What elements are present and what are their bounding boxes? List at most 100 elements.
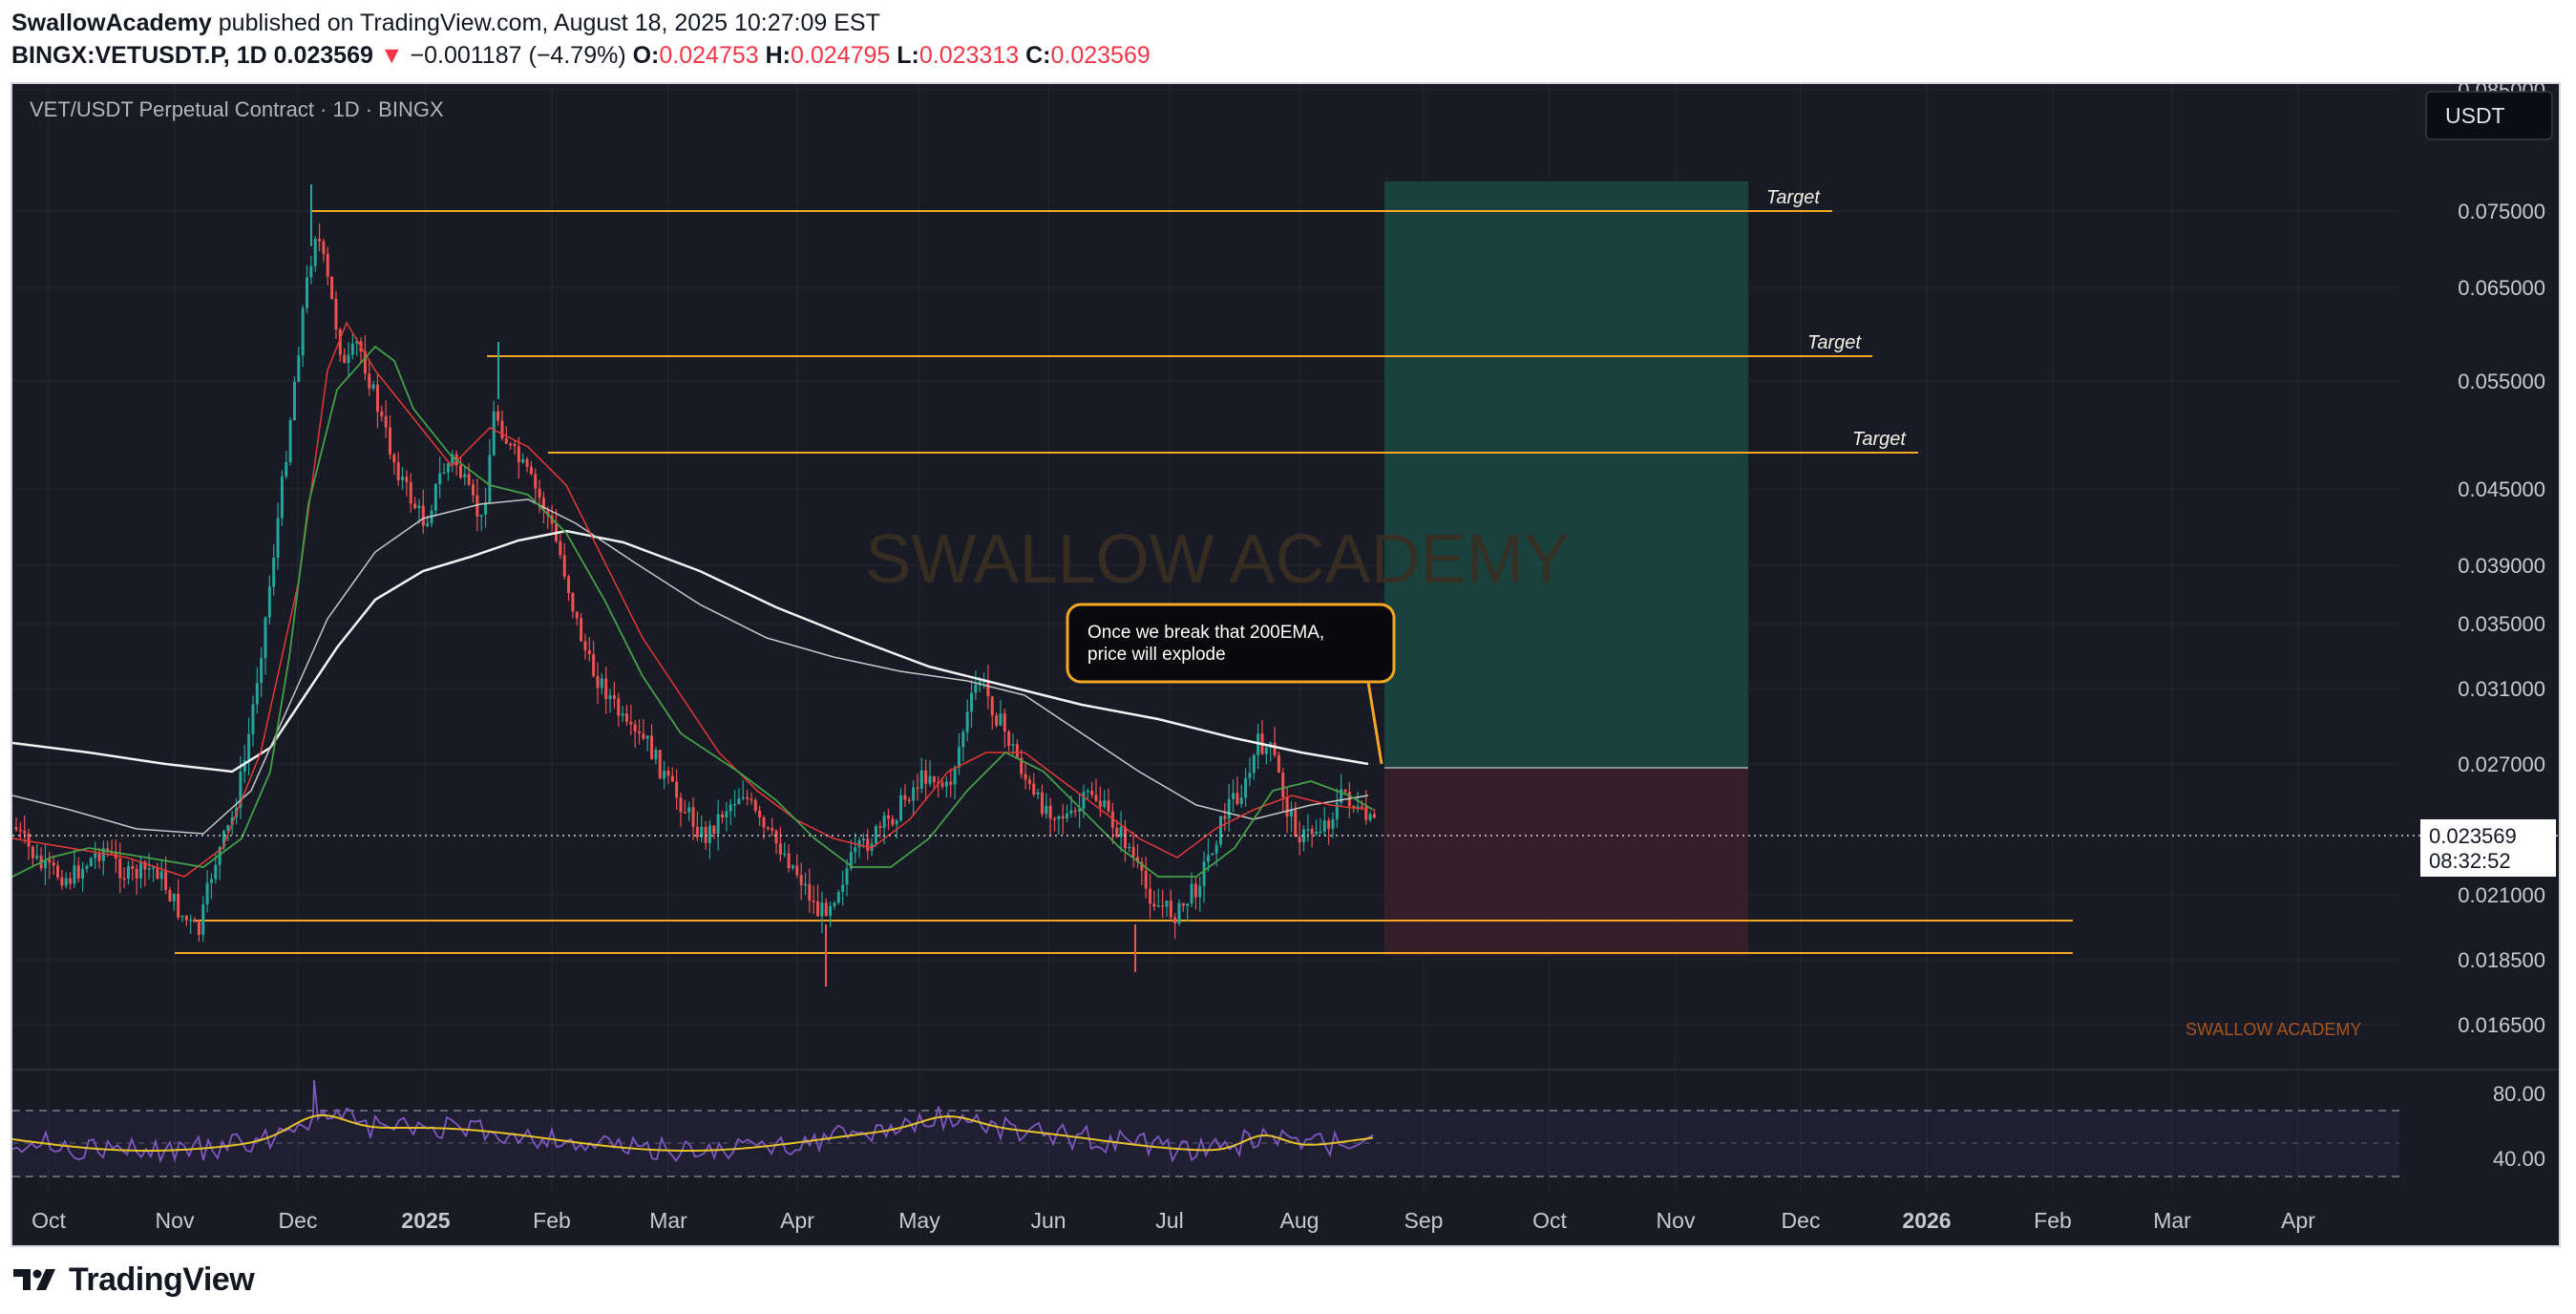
candle-body	[658, 750, 662, 779]
high-label: H:	[765, 42, 792, 69]
candle-body	[1340, 789, 1343, 803]
candle-body	[1206, 855, 1210, 862]
candle-body	[978, 681, 982, 685]
candle-body	[1319, 831, 1322, 834]
ema-50-line	[12, 345, 1374, 878]
candle-body	[152, 867, 156, 869]
price-tick-label: 0.031000	[2458, 677, 2545, 701]
candle-body	[330, 276, 334, 299]
candle-body	[517, 446, 520, 463]
time-axis[interactable]: Oct Nov Dec 2025 Feb Mar Apr May Jun Jul Aug Sep Oct…	[32, 1208, 2315, 1233]
candle-body	[1073, 810, 1077, 813]
candle-body	[1011, 744, 1015, 746]
candle-body	[596, 675, 600, 689]
candlestick-series	[14, 184, 1376, 986]
candle-body	[446, 463, 450, 473]
candle-body	[1069, 810, 1073, 814]
candle-body	[907, 799, 911, 801]
candle-body	[401, 477, 405, 480]
candle-body	[944, 781, 948, 787]
candle-body	[804, 883, 807, 886]
candle-body	[1285, 796, 1289, 817]
candle-body	[1082, 792, 1086, 809]
candle-body	[1090, 791, 1094, 795]
tradingview-footer[interactable]: TradingView	[11, 1259, 255, 1301]
candle-body	[849, 852, 853, 869]
candle-body	[35, 855, 39, 858]
candle-body	[916, 787, 919, 790]
candle-body	[762, 816, 766, 828]
candle-body	[854, 847, 857, 853]
rsi-axis[interactable]: 80.00 40.00	[2493, 1082, 2545, 1171]
candle-body	[147, 868, 151, 870]
candle-body	[1061, 816, 1065, 819]
candle-body	[787, 853, 791, 869]
time-tick-label: Apr	[2281, 1208, 2315, 1233]
candle-body	[1289, 810, 1293, 817]
candle-body	[101, 848, 105, 861]
candle-body	[592, 654, 596, 676]
candle-body	[222, 831, 225, 848]
candle-body	[1360, 806, 1363, 808]
candle-body	[654, 750, 658, 760]
candle-body	[1252, 754, 1256, 774]
candle-body	[492, 411, 496, 456]
candle-body	[617, 698, 621, 716]
candle-body	[1244, 777, 1248, 798]
candle-body	[1156, 905, 1160, 907]
candle-body	[1264, 747, 1268, 754]
candle-body	[18, 829, 22, 832]
candle-body	[272, 557, 276, 587]
candle-body	[621, 713, 624, 716]
candle-body	[753, 800, 757, 811]
candle-body	[1152, 903, 1156, 907]
candle-body	[953, 767, 957, 785]
candle-body	[135, 868, 138, 879]
candle-body	[895, 820, 898, 825]
chart-canvas[interactable]: SWALLOW ACADEMY Target Target Target Onc…	[12, 84, 2559, 1245]
candle-body	[534, 474, 538, 489]
candle-body	[608, 695, 612, 699]
candle-body	[687, 807, 691, 813]
time-tick-label: Oct	[32, 1208, 66, 1233]
candle-body	[1144, 870, 1148, 889]
candle-body	[301, 307, 305, 356]
candle-body	[932, 775, 936, 782]
candle-body	[389, 427, 391, 456]
candle-body	[778, 843, 782, 855]
last-price-badge: 0.023569 08:32:52	[2420, 819, 2556, 877]
time-tick-label: Dec	[1782, 1208, 1821, 1233]
chart-frame[interactable]: SWALLOW ACADEMY Target Target Target Onc…	[11, 82, 2561, 1247]
candle-body	[559, 540, 562, 556]
candle-body	[343, 354, 347, 364]
candle-body	[679, 797, 683, 813]
time-tick-label: Jul	[1155, 1208, 1183, 1233]
candle-body	[347, 354, 350, 364]
price-axis[interactable]: 0.0850000.0750000.0650000.0550000.045000…	[2458, 84, 2545, 1037]
price-tick-label: 0.055000	[2458, 370, 2545, 393]
published-text: published on TradingView.com, August 18,…	[218, 10, 880, 36]
rsi-tick-label: 80.00	[2493, 1082, 2545, 1106]
currency-button[interactable]: USDT	[2425, 91, 2553, 140]
candle-body	[995, 715, 999, 726]
candle-body	[338, 329, 342, 355]
time-tick-label: May	[898, 1208, 940, 1233]
callout[interactable]: Once we break that 200EMA, price will ex…	[1066, 603, 1396, 765]
candle-body	[504, 438, 508, 444]
candle-body	[392, 455, 396, 463]
profit-zone[interactable]	[1384, 181, 1748, 768]
candle-body	[218, 847, 222, 865]
candle-body	[629, 721, 633, 725]
candle-body	[1214, 844, 1218, 854]
loss-zone[interactable]	[1384, 768, 1748, 956]
candle-body	[1335, 802, 1339, 819]
symbol-name[interactable]: BINGX:VETUSDT.P, 1D	[11, 42, 267, 69]
ema-200-line	[12, 529, 1369, 774]
candle-body	[309, 265, 313, 278]
candle-body	[209, 879, 213, 883]
candle-body	[1235, 793, 1239, 804]
author-name[interactable]: SwallowAcademy	[11, 10, 212, 36]
countdown-label: 08:32:52	[2429, 849, 2511, 873]
candle-body	[60, 877, 64, 886]
candle-body	[126, 866, 130, 879]
